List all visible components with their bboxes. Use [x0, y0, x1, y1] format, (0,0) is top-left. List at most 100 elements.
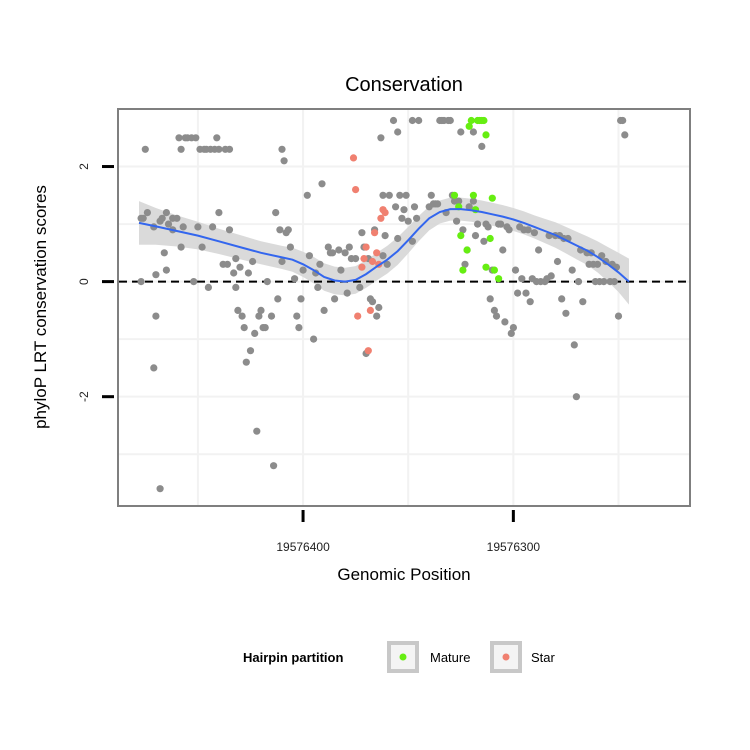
data-point-other	[358, 229, 366, 237]
data-point-other	[579, 298, 587, 306]
data-point-other	[547, 272, 555, 280]
y-axis-title: phyloP LRT conservation scores	[31, 185, 50, 429]
data-point-other	[175, 134, 183, 142]
data-point-other	[324, 243, 332, 251]
data-point-mature	[482, 263, 490, 271]
data-point-other	[152, 312, 160, 320]
data-point-other	[535, 246, 543, 254]
data-point-other	[469, 128, 477, 136]
data-point-other	[379, 191, 387, 199]
data-point-other	[453, 217, 461, 225]
data-point-other	[343, 289, 351, 297]
data-point-other	[593, 260, 602, 268]
data-point-mature	[482, 131, 490, 139]
data-point-other	[278, 257, 286, 266]
data-point-star	[358, 263, 366, 271]
data-point-other	[514, 289, 522, 297]
data-point-other	[255, 312, 263, 320]
data-point-other	[389, 116, 398, 125]
data-point-other	[385, 191, 393, 199]
legend-label-mature: Mature	[430, 650, 470, 665]
data-point-other	[518, 275, 526, 283]
data-point-other	[505, 226, 513, 234]
data-point-other	[190, 278, 198, 286]
data-point-other	[314, 283, 322, 291]
data-point-other	[484, 223, 492, 231]
chart-title: Conservation	[345, 74, 463, 96]
y-axis: -2 0 2	[77, 163, 114, 402]
data-point-other	[225, 226, 234, 234]
data-point-other	[404, 217, 412, 225]
data-point-other	[240, 324, 248, 332]
data-point-other	[410, 203, 419, 211]
data-point-other	[509, 324, 517, 332]
legend-marker-star	[502, 653, 510, 661]
data-point-star	[371, 229, 379, 237]
data-point-other	[415, 116, 423, 125]
legend: Hairpin partition Mature Star	[243, 641, 556, 673]
data-point-other	[164, 220, 173, 228]
data-point-other	[215, 209, 223, 217]
points-star	[349, 154, 389, 355]
data-point-other	[267, 312, 276, 320]
data-point-other	[522, 289, 530, 297]
data-point-other	[236, 263, 244, 271]
data-point-other	[402, 191, 410, 199]
data-point-other	[192, 134, 200, 142]
data-point-other	[177, 145, 185, 153]
data-point-other	[373, 312, 381, 320]
data-point-other	[341, 249, 349, 257]
data-point-other	[173, 214, 181, 222]
data-point-other	[465, 203, 473, 211]
data-point-other	[524, 226, 532, 234]
data-point-other	[244, 269, 252, 277]
data-point-other	[253, 427, 261, 435]
data-point-other	[375, 303, 383, 312]
data-point-other	[232, 283, 240, 291]
data-point-other	[316, 260, 324, 268]
x-axis: 19576400 19576300	[276, 510, 540, 554]
data-point-mature	[469, 191, 477, 199]
data-point-mature	[463, 246, 471, 254]
data-point-other	[143, 209, 151, 217]
smooth-line	[138, 208, 630, 283]
data-point-star	[352, 186, 360, 194]
data-point-star	[360, 255, 368, 263]
data-point-other	[257, 306, 265, 314]
data-point-mature	[467, 116, 475, 125]
data-point-star	[377, 214, 385, 222]
data-point-other	[558, 295, 566, 303]
data-point-other	[379, 252, 387, 260]
data-point-other	[507, 329, 515, 337]
data-point-other	[310, 335, 318, 343]
data-point-other	[619, 116, 627, 125]
data-point-other	[232, 255, 240, 263]
data-point-other	[209, 223, 217, 231]
data-point-other	[455, 197, 463, 205]
y-tick-label: 0	[77, 278, 91, 285]
data-point-other	[299, 266, 307, 274]
data-point-other	[490, 306, 498, 314]
data-point-other	[499, 246, 507, 254]
data-point-other	[621, 131, 629, 139]
data-point-other	[408, 116, 416, 125]
data-point-other	[471, 232, 480, 240]
data-point-other	[511, 266, 520, 274]
data-point-mature	[459, 266, 467, 274]
data-point-other	[526, 298, 534, 306]
data-point-mature	[450, 191, 459, 199]
data-point-other	[497, 220, 505, 228]
data-point-other	[263, 278, 271, 286]
data-point-other	[160, 249, 168, 257]
data-point-other	[246, 347, 255, 355]
data-point-other	[377, 134, 385, 142]
data-point-other	[614, 312, 623, 320]
data-point-other	[368, 298, 377, 306]
data-point-other	[337, 266, 345, 274]
data-point-other	[293, 312, 301, 320]
data-point-other	[400, 206, 408, 214]
data-point-other	[474, 220, 482, 228]
data-point-other	[274, 295, 282, 303]
data-point-mature	[486, 234, 494, 243]
data-point-other	[459, 226, 467, 234]
